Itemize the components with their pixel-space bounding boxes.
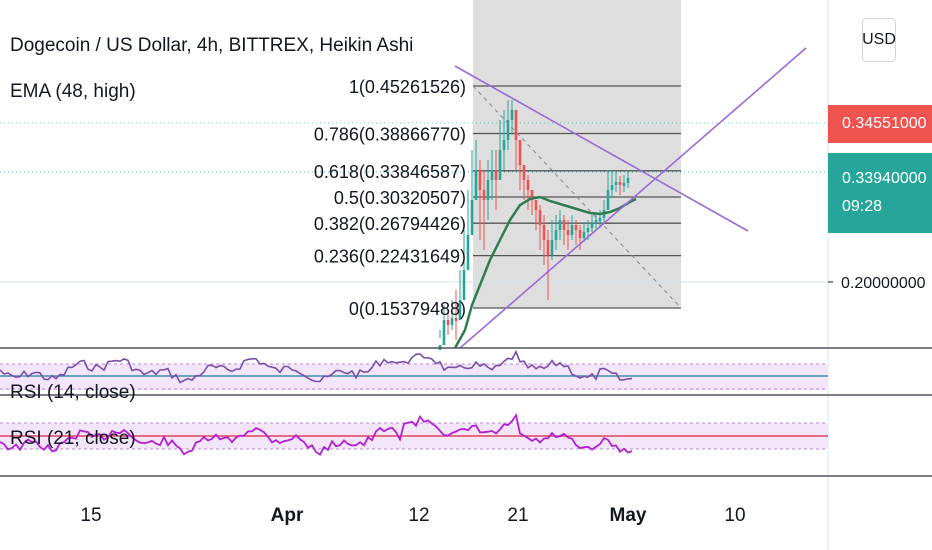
upper-trendline[interactable]: [454, 65, 749, 232]
candle-body: [618, 182, 622, 185]
fib-labels: 1(0.45261526) 0.786(0.38866770) 0.618(0.33…: [314, 77, 466, 319]
fib-level-label: 0.786(0.38866770): [314, 125, 466, 145]
candle-body: [514, 110, 518, 140]
candle-body: [594, 220, 598, 224]
fib-level-label: 0.382(0.26794426): [314, 214, 466, 234]
candle-body: [622, 183, 626, 186]
candle-body: [626, 178, 630, 183]
lower-trendline[interactable]: [459, 47, 807, 349]
fib-level-label: 0.5(0.30320507): [334, 188, 466, 208]
candle-body: [566, 230, 570, 235]
candle-body: [478, 170, 482, 190]
candle-body: [590, 224, 594, 228]
fib-level-label: 0.618(0.33846587): [314, 162, 466, 182]
candle-body: [558, 220, 562, 230]
price-axis-label: 0.20000000: [841, 275, 926, 292]
candle-body: [474, 170, 478, 200]
candle-body: [614, 182, 618, 185]
ema-indicator-label[interactable]: EMA (48, high): [10, 81, 136, 102]
candle-body: [486, 180, 490, 200]
last-price-value: 0.33940000: [842, 170, 927, 187]
candle-body: [606, 190, 610, 210]
candle-body: [542, 225, 546, 240]
time-axis-label: May: [610, 505, 647, 526]
time-axis-label: 21: [507, 505, 528, 526]
fib-level-label: 0.236(0.22431649): [314, 247, 466, 267]
fib-level-label: 1(0.45261526): [349, 77, 466, 97]
candle-body: [526, 180, 530, 190]
candle-body: [498, 150, 502, 180]
candle-body: [522, 165, 526, 180]
candle-body: [574, 225, 578, 230]
candle-body: [562, 220, 566, 230]
candle-body: [546, 240, 550, 255]
candle-body: [454, 318, 458, 321]
candle-body: [450, 318, 454, 325]
candle-body: [442, 320, 446, 345]
candle-body: [578, 230, 582, 238]
fib-level-label: 0(0.15379488): [349, 299, 466, 319]
time-axis-label: 12: [408, 505, 429, 526]
currency-button[interactable]: USD: [862, 18, 896, 62]
candle-body: [470, 200, 474, 235]
candle-body: [570, 225, 574, 235]
candle-body: [446, 320, 450, 325]
time-axis-label: Apr: [271, 505, 304, 526]
candle-body: [462, 270, 466, 300]
time-axis-label: 15: [80, 505, 101, 526]
time-axis-label: 10: [724, 505, 745, 526]
candle-body: [506, 120, 510, 140]
rsi14-band: [0, 364, 828, 390]
candle-body: [518, 140, 522, 165]
candle-body: [586, 228, 590, 232]
rsi21-label[interactable]: RSI (21, close): [10, 428, 136, 449]
ema-line: [453, 195, 637, 349]
ask-price-tag: 0.34551000: [828, 105, 932, 143]
candle-body: [598, 218, 602, 221]
last-price-tag: 0.33940000 09:28: [828, 153, 932, 233]
candle-body: [490, 170, 494, 180]
candle-body: [466, 235, 470, 270]
candles: [438, 100, 630, 350]
candle-body: [582, 232, 586, 238]
candle-body: [538, 210, 542, 225]
chart-title: Dogecoin / US Dollar, 4h, BITTREX, Heiki…: [10, 35, 413, 56]
candle-body: [554, 230, 558, 240]
candle-body: [534, 200, 538, 210]
ask-price-value: 0.34551000: [842, 115, 927, 132]
candle-countdown: 09:28: [842, 198, 883, 215]
candle-body: [510, 110, 514, 120]
candle-body: [494, 170, 498, 180]
candle-body: [610, 185, 614, 190]
candle-body: [502, 140, 506, 150]
rsi21-line: [0, 412, 633, 456]
rsi14-label[interactable]: RSI (14, close): [10, 382, 136, 403]
candle-body: [530, 190, 534, 200]
candle-body: [458, 300, 462, 320]
rsi14-line: [0, 349, 633, 384]
fib-zone: [473, 0, 681, 308]
candle-body: [482, 190, 486, 200]
candle-body: [550, 240, 554, 255]
